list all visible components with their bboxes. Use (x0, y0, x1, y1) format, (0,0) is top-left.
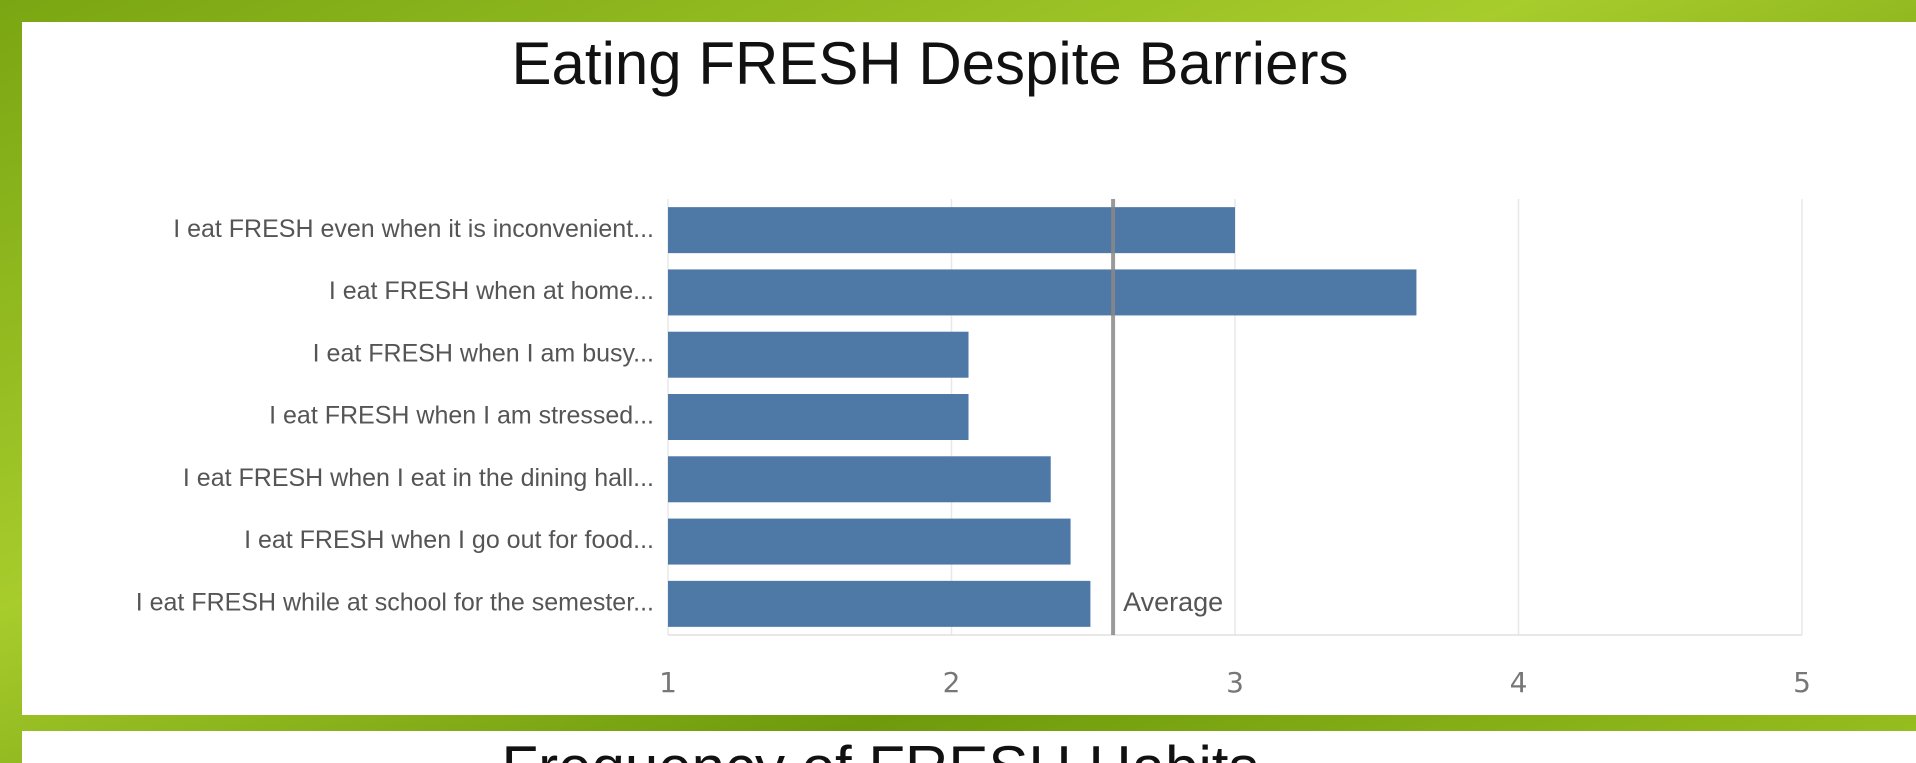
average-label: Average (1123, 587, 1223, 617)
x-tick-label: 1 (659, 666, 677, 699)
bar (668, 456, 1051, 503)
chart-title: Eating FRESH Despite Barriers (512, 30, 1349, 97)
y-tick-label: I eat FRESH when at home... (329, 277, 654, 305)
next-panel (22, 731, 1916, 763)
bar (668, 394, 969, 440)
bar (668, 518, 1071, 565)
x-tick-label: 4 (1510, 666, 1528, 699)
x-tick-label: 2 (943, 666, 961, 699)
bar (668, 269, 1417, 316)
y-tick-label: I eat FRESH when I go out for food... (244, 526, 654, 554)
y-tick-label: I eat FRESH when I am stressed... (269, 402, 654, 430)
x-tick-label: 5 (1793, 666, 1811, 699)
x-tick-label: 3 (1226, 666, 1244, 699)
y-tick-label: I eat FRESH when I am busy... (313, 339, 654, 367)
next-panel-title: Frequency of FRESH Habits (502, 734, 1259, 763)
y-tick-label: I eat FRESH while at school for the seme… (136, 588, 654, 616)
y-tick-label: I eat FRESH when I eat in the dining hal… (183, 464, 654, 492)
plot: 1 2 3 4 5 I eat FRESH even when it is inconve… (136, 199, 1811, 699)
bar (668, 207, 1235, 254)
y-tick-label: I eat FRESH even when it is inconvenient… (173, 215, 654, 243)
bar (668, 580, 1091, 627)
bar (668, 331, 969, 378)
next-panel-clip: Frequency of FRESH Habits (502, 734, 1259, 763)
